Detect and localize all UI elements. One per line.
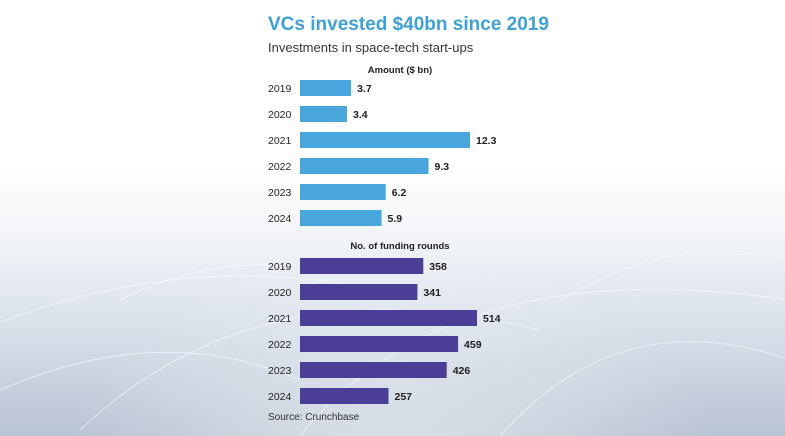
- data-label-rounds: 341: [423, 287, 441, 299]
- bar-rounds: [300, 336, 459, 352]
- bar-rounds: [300, 258, 424, 274]
- bar-rounds: [300, 284, 418, 300]
- data-label-rounds: 514: [483, 313, 501, 325]
- data-label-rounds: 459: [464, 339, 482, 351]
- panel-title-rounds: No. of funding rounds: [350, 241, 449, 252]
- data-label-amount: 3.4: [353, 109, 368, 121]
- chart-title: VCs invested $40bn since 2019: [268, 14, 549, 35]
- bar-amount: [300, 158, 429, 174]
- category-label-rounds: 2023: [268, 365, 292, 377]
- data-label-amount: 9.3: [435, 161, 450, 173]
- data-label-rounds: 426: [453, 365, 471, 377]
- category-label-rounds: 2024: [268, 391, 292, 403]
- data-label-rounds: 257: [395, 391, 413, 403]
- category-label-amount: 2021: [268, 135, 292, 147]
- category-label-amount: 2024: [268, 213, 292, 225]
- bar-rounds: [300, 310, 477, 326]
- bar-rounds: [300, 388, 389, 404]
- category-label-rounds: 2022: [268, 339, 292, 351]
- bar-amount: [300, 106, 347, 122]
- category-label-rounds: 2019: [268, 261, 292, 273]
- data-label-amount: 6.2: [392, 187, 407, 199]
- chart-subtitle: Investments in space-tech start-ups: [268, 40, 474, 55]
- data-label-amount: 5.9: [388, 213, 403, 225]
- bar-amount: [300, 184, 386, 200]
- data-label-amount: 3.7: [357, 83, 372, 95]
- category-label-amount: 2022: [268, 161, 292, 173]
- bar-amount: [300, 210, 382, 226]
- category-label-amount: 2019: [268, 83, 292, 95]
- panel-title-amount: Amount ($ bn): [368, 65, 432, 76]
- bar-amount: [300, 80, 352, 96]
- data-label-rounds: 358: [429, 261, 447, 273]
- source-note: Source: Crunchbase: [268, 412, 360, 423]
- category-label-rounds: 2020: [268, 287, 292, 299]
- category-label-amount: 2023: [268, 187, 292, 199]
- bar-amount: [300, 132, 470, 148]
- category-label-rounds: 2021: [268, 313, 292, 325]
- bar-rounds: [300, 362, 447, 378]
- data-label-amount: 12.3: [476, 135, 497, 147]
- category-label-amount: 2020: [268, 109, 292, 121]
